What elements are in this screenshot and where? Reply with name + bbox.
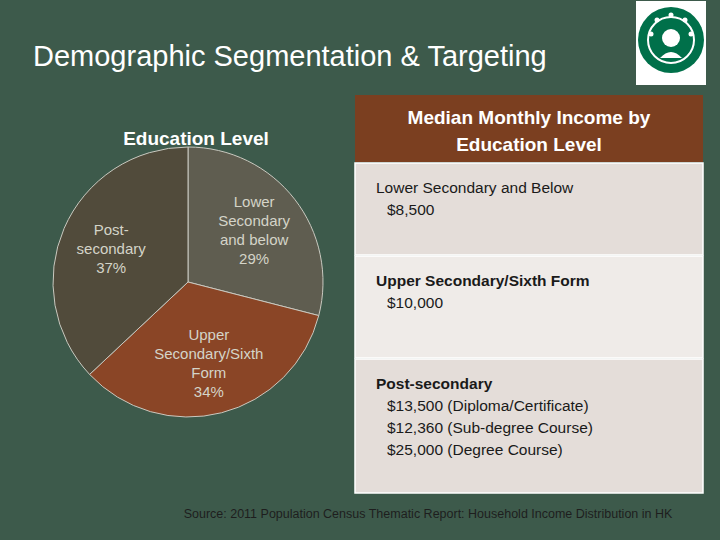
logo-star [683, 18, 688, 23]
pie-labels: Lower Secondary and below 29% Upper Secondary… [77, 193, 291, 399]
table-row-bg [355, 163, 703, 255]
source-note: Source: 2011 Population Census Thematic … [184, 507, 673, 521]
slice-value: 34% [194, 383, 224, 400]
slice-label-line: Lower [234, 193, 275, 210]
row-value: $13,500 (Diploma/Certificate) [387, 397, 589, 414]
slice-label-line: Secondary/Sixth [154, 345, 263, 362]
table-header: Median Monthly Income by Education Level [408, 107, 651, 155]
slice-label: Post-secondary [77, 221, 147, 257]
row-value: $25,000 (Degree Course) [387, 441, 563, 458]
logo-inner-ring [648, 17, 694, 63]
slice-label: Upper Secondary/Sixth Form [154, 326, 263, 381]
slice-label-line: and below [220, 231, 289, 248]
row-value: $12,360 (Sub-degree Course) [387, 419, 593, 436]
logo-body [660, 52, 682, 58]
table-row-bg [355, 256, 703, 358]
row-label: Upper Secondary/Sixth Form [376, 272, 590, 289]
table-header-line: Median Monthly Income by [408, 107, 651, 128]
slide-title: Demographic Segmentation & Targeting [33, 40, 547, 72]
logo-ring [638, 7, 704, 73]
slice-label: Lower Secondary and below [218, 193, 290, 248]
logo [636, 1, 706, 85]
chart-title: Education Level [123, 128, 269, 149]
slice-value: 29% [239, 250, 269, 267]
slice-label-line: secondary [77, 240, 147, 257]
logo-face [662, 29, 680, 47]
table-header-bg [355, 95, 703, 162]
slice-label-line: Secondary [218, 212, 290, 229]
table-row-bg [355, 359, 703, 493]
logo-star [649, 32, 654, 37]
slice-value: 37% [96, 259, 126, 276]
pie [53, 147, 323, 417]
logo-star [655, 18, 660, 23]
income-table: Median Monthly Income by Education Level L… [355, 95, 703, 493]
logo-bg [636, 1, 706, 85]
background [0, 0, 720, 540]
row-label: Lower Secondary and Below [376, 179, 574, 196]
table-header-line: Education Level [456, 134, 602, 155]
row-label: Post-secondary [376, 375, 493, 392]
slice-label-line: Post- [94, 221, 129, 238]
row-value: $10,000 [387, 294, 443, 311]
logo-star [669, 13, 674, 18]
slice-label-line: Form [191, 364, 226, 381]
slice-label-line: Upper [188, 326, 229, 343]
slide: Demographic Segmentation & Targeting Educ… [0, 0, 720, 540]
logo-star [689, 32, 694, 37]
row-value: $8,500 [387, 201, 435, 218]
pie-slice [53, 147, 188, 374]
